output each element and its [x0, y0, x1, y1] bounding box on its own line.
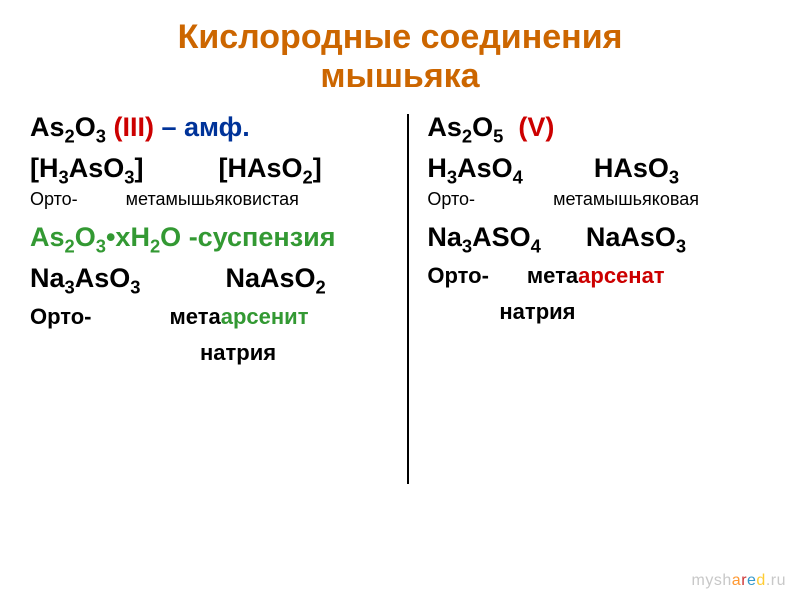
ox-state-3: (III) — [113, 112, 154, 142]
left-l3: Орто-метамышьяковистая — [30, 190, 389, 208]
wm-sh: sh — [714, 572, 732, 589]
left-l1: As2O3 (III) – амф. — [30, 114, 389, 141]
left-l6: Орто-метаарсенит — [30, 306, 389, 328]
right-column: As2O5 (V) H3AsO4 HAsO3 Орто-метамышьяков… — [409, 114, 770, 337]
title-line1: Кислородные соединения — [178, 18, 623, 56]
columns: As2O3 (III) – амф. [H3AsO3] [HAsO2] Орто… — [30, 114, 770, 484]
title-line2: мышьяка — [320, 57, 479, 95]
left-l2: [H3AsO3] [HAsO2] — [30, 155, 389, 182]
wm-d: d — [756, 572, 765, 589]
right-l6: натрия — [427, 301, 770, 323]
wm-ru: .ru — [766, 572, 786, 589]
right-l2: H3AsO4 HAsO3 — [427, 155, 770, 182]
left-column: As2O3 (III) – амф. [H3AsO3] [HAsO2] Орто… — [30, 114, 407, 378]
wm-a: a — [732, 572, 741, 589]
watermark: myshared.ru — [692, 572, 786, 590]
wm-e: e — [747, 572, 756, 589]
right-l4: Na3ASO4 NaAsO3 — [427, 224, 770, 251]
right-l1: As2O5 (V) — [427, 114, 770, 141]
slide-title: Кислородные соединения мышьяка — [30, 18, 770, 96]
right-l5: Орто-метаарсенат — [427, 265, 770, 287]
left-l7: натрия — [30, 342, 389, 364]
right-l3: Орто-метамышьяковая — [427, 190, 770, 208]
amf: – амф. — [154, 112, 250, 142]
wm-my: my — [692, 572, 714, 589]
slide: Кислородные соединения мышьяка As2O3 (II… — [0, 0, 800, 600]
left-l4: As2O3•xH2O -суспензия — [30, 224, 389, 251]
ox-state-5: (V) — [518, 112, 554, 142]
left-l5: Na3AsO3 NaAsO2 — [30, 265, 389, 292]
